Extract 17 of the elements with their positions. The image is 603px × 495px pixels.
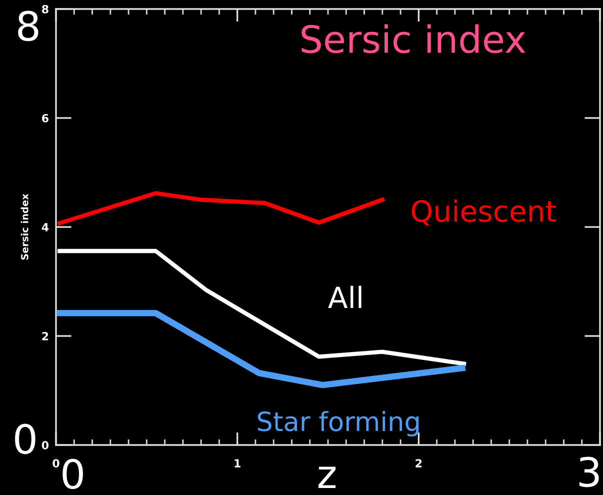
y-tick-label: 4 xyxy=(42,223,49,232)
x-tick-label: 2 xyxy=(416,459,422,468)
series-label: All xyxy=(328,286,362,308)
y-tick-label: 6 xyxy=(42,114,48,122)
y-tick-label: 8 xyxy=(42,4,48,14)
y-axis-title: Sersic index xyxy=(20,194,28,260)
series-label: Star forming xyxy=(258,410,419,436)
x-axis-title: z xyxy=(318,466,336,488)
line-series xyxy=(58,191,384,226)
y-tick-label: 2 xyxy=(42,332,48,340)
x-tick-label: 0 xyxy=(52,459,60,468)
line-series xyxy=(58,248,466,366)
y-tick-label: 0 xyxy=(42,440,49,450)
chart-title: Sersic index xyxy=(302,24,526,54)
series-label: Quiescent xyxy=(412,200,556,226)
x-tick-label: 1 xyxy=(234,459,240,468)
text: 3 xyxy=(579,456,599,488)
